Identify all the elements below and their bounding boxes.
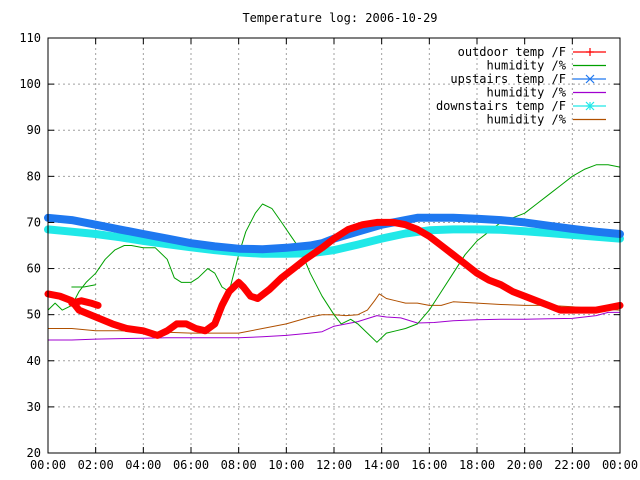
legend-label: humidity /%	[487, 59, 567, 73]
series-line-humidity	[71, 284, 97, 288]
x-tick-label: 12:00	[316, 458, 352, 472]
series-layer	[44, 164, 624, 343]
series-line-outdoor-temp-f	[44, 218, 624, 339]
y-tick-label: 60	[27, 262, 41, 276]
x-tick-label: 04:00	[125, 458, 161, 472]
y-tick-label: 80	[27, 169, 41, 183]
chart-title: Temperature log: 2006-10-29	[242, 11, 437, 25]
x-tick-label: 18:00	[459, 458, 495, 472]
legend-label: downstairs temp /F	[436, 99, 566, 113]
y-tick-label: 100	[19, 77, 41, 91]
legend-marker	[585, 74, 595, 84]
axis-ticks: 20 30 40 50 60 70 80 90 100 110 00:00 02:00 04:00 06:…	[19, 31, 638, 472]
y-tick-label: 50	[27, 308, 41, 322]
legend-marker	[585, 101, 595, 111]
grid	[48, 38, 620, 453]
y-tick-label: 70	[27, 215, 41, 229]
legend-label: humidity /%	[487, 86, 567, 100]
x-tick-label: 16:00	[411, 458, 447, 472]
x-tick-label: 14:00	[364, 458, 400, 472]
y-tick-label: 90	[27, 123, 41, 137]
x-tick-label: 22:00	[554, 458, 590, 472]
x-tick-label: 06:00	[173, 458, 209, 472]
y-tick-label: 110	[19, 31, 41, 45]
legend-label: outdoor temp /F	[458, 45, 566, 59]
y-tick-label: 40	[27, 354, 41, 368]
legend-label: upstairs temp /F	[450, 72, 566, 86]
y-tick-label: 20	[27, 446, 41, 460]
x-tick-label: 08:00	[221, 458, 257, 472]
x-tick-label: 00:00	[602, 458, 638, 472]
series-line-outdoor-temp-f	[68, 297, 102, 309]
y-tick-label: 30	[27, 400, 41, 414]
x-tick-label: 20:00	[507, 458, 543, 472]
x-tick-label: 10:00	[268, 458, 304, 472]
series-line-humidity	[47, 293, 621, 334]
legend-label: humidity /%	[487, 113, 567, 127]
x-tick-label: 00:00	[30, 458, 66, 472]
x-tick-label: 02:00	[78, 458, 114, 472]
series-line-downstairs-temp-f	[44, 225, 624, 258]
